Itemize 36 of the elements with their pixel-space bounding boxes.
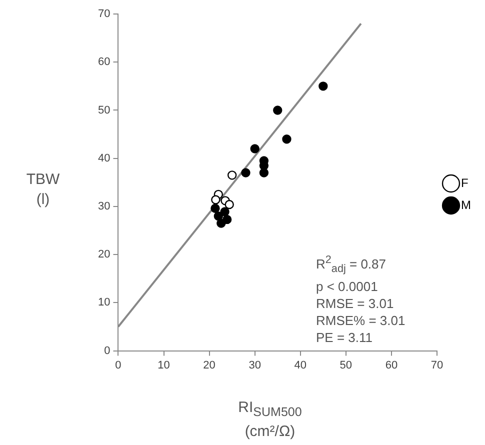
x-tick-label: 10 [158, 359, 170, 372]
y-tick-label: 10 [98, 296, 110, 309]
x-tick-label: 20 [203, 359, 216, 372]
x-tick-label: 30 [248, 359, 261, 372]
point [241, 168, 250, 178]
point [216, 218, 226, 228]
point [318, 82, 328, 91]
point [273, 106, 282, 115]
y-tick-label: 20 [98, 248, 110, 261]
point [211, 195, 220, 204]
annotation: RMSE% = 3.01 [316, 312, 406, 329]
x-tick-label: 70 [430, 359, 444, 372]
point [250, 144, 260, 154]
legend-label: F [461, 176, 468, 190]
x-tick-label: 60 [385, 359, 398, 372]
y-tick-label: 50 [98, 104, 110, 116]
annotation: PE = 3.11 [316, 328, 374, 346]
y-axis-title: TBW (l) [25, 170, 61, 210]
y-tick-label: 40 [98, 152, 110, 164]
x-tick-label: 40 [294, 359, 307, 372]
point [227, 170, 237, 180]
x-tick-label: 50 [340, 359, 352, 372]
point [220, 207, 230, 216]
y-tick-label: 60 [98, 56, 110, 68]
y-tick-label: 0 [104, 344, 110, 357]
legend-label: M [461, 198, 472, 212]
y-tick-label: 70 [98, 8, 110, 20]
annotation: R$^{2}$$_{adj}$ = 0.87 [316, 253, 387, 277]
annotation: p < 0.0001 [316, 278, 379, 295]
y-tick-label: 30 [98, 200, 110, 212]
x-tick-label: 0 [115, 359, 122, 372]
point [224, 200, 234, 210]
point [210, 204, 220, 213]
annotation: RMSE = 3.01 [316, 294, 395, 312]
point [282, 134, 292, 144]
x-axis-title: RI$_{SUM500}$ (cm²/Ω) [237, 398, 303, 441]
